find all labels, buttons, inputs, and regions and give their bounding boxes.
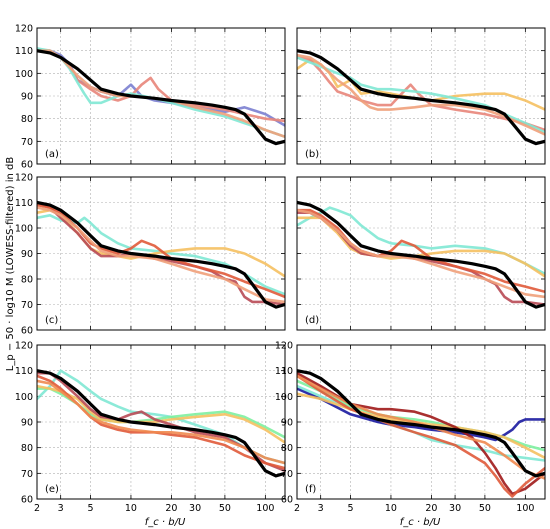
y-tick-label: 120 xyxy=(15,173,33,184)
y-tick-label: 70 xyxy=(281,469,293,480)
y-tick-label: 60 xyxy=(21,495,33,506)
axes-frame xyxy=(296,344,546,500)
panel-label: (e) xyxy=(45,484,59,495)
y-tick-label: 70 xyxy=(21,300,33,311)
x-tick-label: 3 xyxy=(318,503,324,514)
series-group xyxy=(297,369,545,498)
x-axis-label-right: f_c · b/U xyxy=(400,517,441,528)
y-tick-label: 60 xyxy=(21,326,33,337)
x-tick-label: 5 xyxy=(87,503,93,514)
y-tick-label: 90 xyxy=(281,418,293,429)
x-tick-label: 2 xyxy=(34,503,40,514)
y-tick-label: 90 xyxy=(21,249,33,260)
y-tick-label: 60 xyxy=(281,495,293,506)
y-tick-label: 120 xyxy=(15,341,33,352)
y-tick-label: 120 xyxy=(275,341,293,352)
axes-frame xyxy=(296,176,546,331)
series-group xyxy=(37,47,285,146)
series-line-3 xyxy=(297,53,545,136)
y-tick-label: 80 xyxy=(21,114,33,125)
y-tick-label: 80 xyxy=(21,275,33,286)
y-tick-label: 60 xyxy=(21,160,33,171)
panel-3: (d) xyxy=(296,176,546,331)
y-tick-label: 110 xyxy=(15,46,33,57)
x-tick-label: 5 xyxy=(347,503,353,514)
series-line-1 xyxy=(297,56,545,132)
panel-label: (d) xyxy=(305,315,319,326)
series-line-3 xyxy=(297,208,545,294)
panel-label: (c) xyxy=(45,315,58,326)
y-axis-label: L_p − 50 · log10 M (LOWESS-filtered) in … xyxy=(5,157,16,372)
y-tick-label: 80 xyxy=(281,443,293,454)
x-tick-label: 2 xyxy=(294,503,300,514)
panel-0: 60 70 80 90 100 110 120 (a) xyxy=(15,24,286,171)
x-axis-label-left: f_c · b/U xyxy=(145,517,186,528)
x-tick-label: 50 xyxy=(219,503,231,514)
axes-frame xyxy=(36,344,286,500)
x-tick-label: 100 xyxy=(516,503,534,514)
y-tick-label: 90 xyxy=(21,92,33,103)
axes-frame xyxy=(36,27,286,165)
panel-label: (a) xyxy=(45,149,59,160)
series-line-7 xyxy=(297,369,545,478)
series-group xyxy=(297,49,545,146)
y-tick-label: 110 xyxy=(275,366,293,377)
panel-2: 60 70 80 90 100 110 120 (c) xyxy=(15,173,286,337)
x-tick-label: 10 xyxy=(125,503,137,514)
y-tick-label: 100 xyxy=(275,392,293,403)
series-line-5 xyxy=(297,200,545,309)
panel-label: (f) xyxy=(305,484,316,495)
series-group xyxy=(37,369,285,478)
series-line-4 xyxy=(297,49,545,146)
chart-panels: 60 70 80 90 100 110 120 (a) (b) 60 70 80 90 100 110 120… xyxy=(15,24,546,514)
panel-label: (b) xyxy=(305,149,319,160)
y-tick-label: 100 xyxy=(15,392,33,403)
y-tick-label: 70 xyxy=(21,469,33,480)
series-line-5 xyxy=(37,200,285,309)
series-line-5 xyxy=(297,374,545,498)
panel-1: (b) xyxy=(296,27,546,165)
series-group xyxy=(37,200,285,309)
series-line-4 xyxy=(297,208,545,299)
y-tick-label: 100 xyxy=(15,224,33,235)
panel-5: 60 70 80 90 100 110 120 2 3 5 10 20 30 50 100 (f) xyxy=(275,341,546,514)
y-tick-label: 80 xyxy=(21,443,33,454)
axes-frame xyxy=(36,176,286,331)
x-tick-label: 30 xyxy=(189,503,201,514)
x-tick-label: 30 xyxy=(449,503,461,514)
x-tick-label: 10 xyxy=(385,503,397,514)
y-tick-label: 70 xyxy=(21,137,33,148)
y-tick-label: 100 xyxy=(15,69,33,80)
series-group xyxy=(297,200,545,309)
x-tick-label: 3 xyxy=(58,503,64,514)
series-line-5 xyxy=(37,379,285,465)
x-tick-label: 20 xyxy=(425,503,437,514)
series-line-4 xyxy=(37,49,285,146)
y-tick-label: 110 xyxy=(15,366,33,377)
y-tick-label: 90 xyxy=(21,418,33,429)
series-line-6 xyxy=(37,369,285,478)
axes-frame xyxy=(296,27,546,165)
series-line-4 xyxy=(37,374,285,470)
series-line-4 xyxy=(37,206,285,304)
y-tick-label: 120 xyxy=(15,24,33,35)
y-tick-label: 110 xyxy=(15,198,33,209)
series-line-4 xyxy=(297,371,545,496)
x-tick-label: 20 xyxy=(165,503,177,514)
panel-4: 60 70 80 90 100 110 120 2 3 5 10 20 30 50 100 (e) xyxy=(15,341,286,514)
x-tick-label: 100 xyxy=(256,503,274,514)
x-tick-label: 50 xyxy=(479,503,491,514)
